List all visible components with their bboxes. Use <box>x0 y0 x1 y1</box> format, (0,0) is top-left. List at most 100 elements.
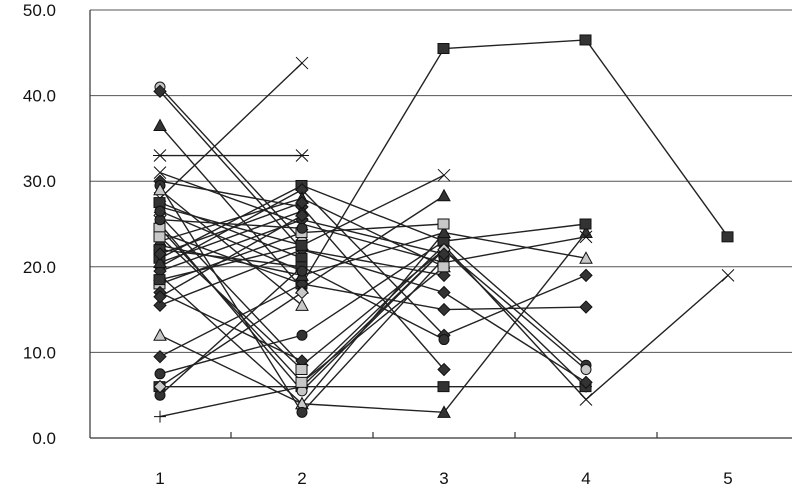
series-28 <box>153 222 450 388</box>
series-36 <box>153 182 309 311</box>
data-point <box>579 225 593 239</box>
data-point <box>153 84 167 99</box>
data-point <box>437 247 451 261</box>
series-11 <box>153 277 593 364</box>
y-tick-label: 50.0 <box>23 1 56 20</box>
data-point <box>295 149 309 162</box>
data-point <box>153 247 167 261</box>
y-axis-ticks: 0.0 10.0 20.0 30.0 40.0 50.0 <box>23 1 56 448</box>
series-line <box>301 244 729 401</box>
data-point <box>296 265 308 277</box>
data-point <box>437 381 450 393</box>
data-point <box>153 182 167 196</box>
y-tick-label: 30.0 <box>23 172 56 191</box>
data-point <box>295 364 308 376</box>
x-axis-ticks: 1 2 3 4 5 <box>155 469 732 488</box>
series-line <box>159 291 303 388</box>
series-13 <box>153 381 592 393</box>
data-point <box>437 225 451 239</box>
axes <box>89 10 792 439</box>
data-point <box>437 285 451 300</box>
data-point <box>295 56 309 70</box>
data-point <box>579 251 593 264</box>
series-35 <box>153 208 309 304</box>
data-point <box>437 218 450 230</box>
data-point <box>153 328 167 341</box>
data-point <box>579 393 593 406</box>
series-38 <box>153 239 308 286</box>
data-point <box>721 231 734 243</box>
x-tick-label: 5 <box>723 469 732 488</box>
data-point <box>153 118 167 132</box>
x-tick-label: 2 <box>297 469 306 488</box>
data-point <box>579 375 593 390</box>
data-point <box>154 205 166 217</box>
data-point <box>437 362 451 377</box>
data-point <box>437 302 451 317</box>
series-3 <box>295 239 735 406</box>
data-point <box>153 274 166 286</box>
x-tick-label: 1 <box>155 469 164 488</box>
data-point <box>438 334 450 346</box>
data-point <box>295 298 309 311</box>
series-25 <box>154 179 450 418</box>
data-point <box>437 268 451 283</box>
data-point <box>437 43 450 55</box>
y-tick-label: 40.0 <box>23 87 56 106</box>
data-point <box>579 218 592 230</box>
data-point <box>579 34 592 46</box>
series-line <box>159 231 587 405</box>
data-point <box>295 208 309 223</box>
data-point <box>437 168 451 182</box>
series-line <box>159 248 303 268</box>
data-point <box>296 329 308 341</box>
data-point <box>154 410 166 423</box>
series-4 <box>153 56 309 205</box>
series-32 <box>153 285 309 394</box>
data-point <box>153 290 167 304</box>
data-point <box>437 405 451 418</box>
y-tick-label: 10.0 <box>23 343 56 362</box>
y-tick-label: 0.0 <box>32 429 56 448</box>
data-point <box>295 195 309 210</box>
data-point <box>153 349 167 364</box>
data-point <box>153 149 167 162</box>
data-point <box>296 222 308 234</box>
data-point <box>721 269 735 282</box>
series-line <box>159 210 303 272</box>
series-line <box>159 210 303 264</box>
series-line <box>159 189 303 306</box>
gridlines <box>90 9 792 353</box>
series-line <box>159 223 587 392</box>
series-line <box>159 201 303 255</box>
data-point <box>154 368 166 380</box>
y-tick-label: 20.0 <box>23 258 56 277</box>
data-point <box>437 261 450 273</box>
x-tick-label: 3 <box>439 469 448 488</box>
data-point <box>153 166 167 179</box>
series-line <box>159 184 587 259</box>
data-point <box>153 255 167 269</box>
series-line <box>159 214 303 298</box>
series-39 <box>154 205 308 277</box>
data-point <box>579 230 593 244</box>
data-point <box>295 376 308 388</box>
data-point <box>153 298 167 313</box>
series-line <box>159 171 587 264</box>
data-point <box>579 300 593 314</box>
data-point <box>153 231 166 243</box>
series-line <box>159 283 587 358</box>
data-point <box>295 239 308 251</box>
series-line <box>159 244 303 281</box>
series-40 <box>153 231 308 376</box>
series-37 <box>153 195 309 261</box>
data-point <box>437 188 451 202</box>
series-line <box>159 201 303 259</box>
series-line <box>159 86 303 242</box>
series-5 <box>153 149 309 162</box>
data-point <box>579 268 593 283</box>
data-point <box>296 406 308 418</box>
series-line <box>159 291 303 362</box>
series-line <box>159 248 587 383</box>
